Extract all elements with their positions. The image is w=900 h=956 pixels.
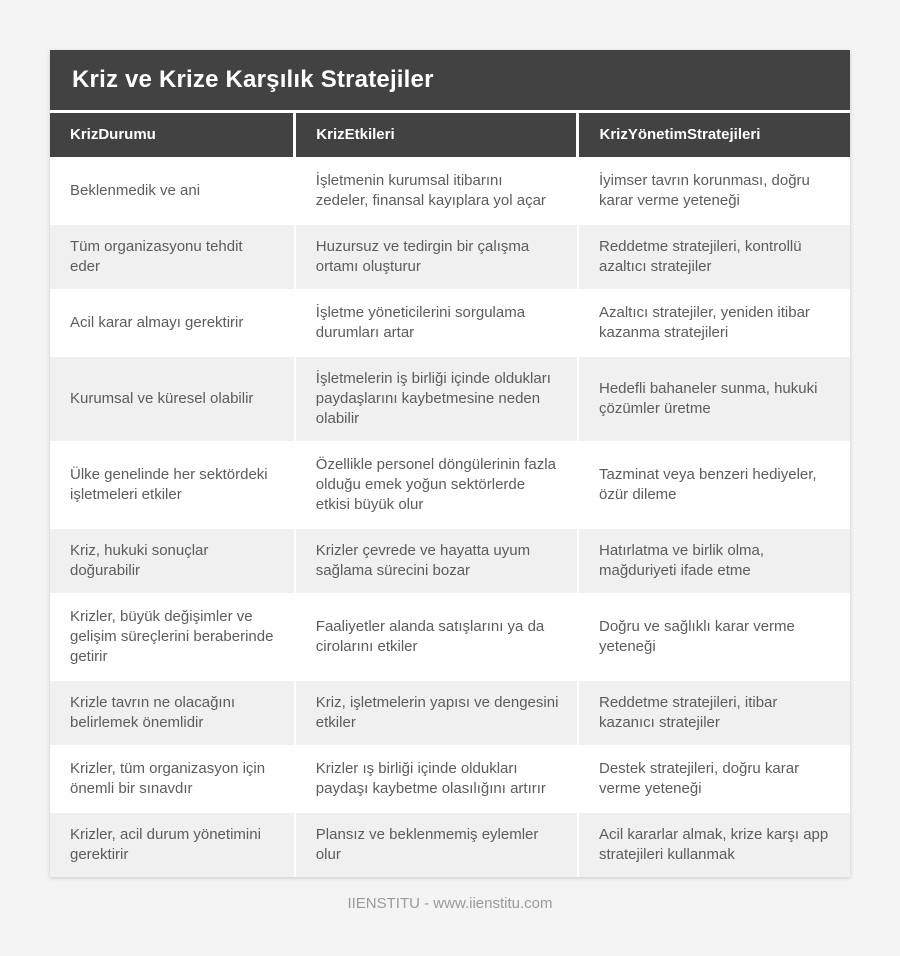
cell-stratejileri: Reddetme stratejileri, kontrollü azaltıc…	[576, 223, 850, 290]
table-body: Beklenmedik ve ani İşletmenin kurumsal i…	[50, 157, 850, 877]
cell-etkileri: Faaliyetler alanda satışlarını ya da cir…	[293, 593, 578, 680]
cell-stratejileri: Hatırlatma ve birlik olma, mağduriyeti i…	[576, 527, 850, 594]
strategy-table: KrizDurumu KrizEtkileri KrizYönetimStrat…	[50, 110, 850, 877]
cell-etkileri: Özellikle personel döngülerinin fazla ol…	[293, 441, 578, 528]
cell-durumu: Krizler, tüm organizasyon için önemli bi…	[50, 745, 295, 812]
page-title: Kriz ve Krize Karşılık Stratejiler	[50, 50, 850, 110]
cell-durumu: Ülke genelinde her sektördeki işletmeler…	[50, 441, 295, 528]
cell-durumu: Kriz, hukuki sonuçlar doğurabilir	[50, 527, 295, 594]
cell-etkileri: Huzursuz ve tedirgin bir çalışma ortamı …	[293, 223, 578, 290]
cell-etkileri: Kriz, işletmelerin yapısı ve dengesini e…	[293, 679, 578, 746]
strategy-table-card: Kriz ve Krize Karşılık Stratejiler KrizD…	[50, 50, 850, 877]
cell-stratejileri: Azaltıcı stratejiler, yeniden itibar kaz…	[576, 289, 850, 356]
cell-durumu: Tüm organizasyonu tehdit eder	[50, 223, 295, 290]
table-row: Acil karar almayı gerektirir İşletme yön…	[50, 289, 850, 356]
column-header-kriz-yonetim-stratejileri: KrizYönetimStratejileri	[576, 110, 850, 158]
cell-etkileri: Krizler ış birliği içinde oldukları payd…	[293, 745, 578, 812]
cell-stratejileri: İyimser tavrın korunması, doğru karar ve…	[576, 157, 850, 224]
cell-stratejileri: Destek stratejileri, doğru karar verme y…	[576, 745, 850, 812]
cell-etkileri: İşletmelerin iş birliği içinde oldukları…	[293, 355, 578, 442]
cell-stratejileri: Hedefli bahaneler sunma, hukuki çözümler…	[576, 355, 850, 442]
cell-stratejileri: Reddetme stratejileri, itibar kazanıcı s…	[576, 679, 850, 746]
table-header: KrizDurumu KrizEtkileri KrizYönetimStrat…	[50, 110, 850, 158]
cell-durumu: Krizler, büyük değişimler ve gelişim sür…	[50, 593, 295, 680]
table-row: Kriz, hukuki sonuçlar doğurabilir Krizle…	[50, 527, 850, 594]
cell-durumu: Beklenmedik ve ani	[50, 157, 295, 224]
table-row: Beklenmedik ve ani İşletmenin kurumsal i…	[50, 157, 850, 224]
cell-durumu: Krizle tavrın ne olacağını belirlemek ön…	[50, 679, 295, 746]
table-row: Tüm organizasyonu tehdit eder Huzursuz v…	[50, 223, 850, 290]
column-header-kriz-durumu: KrizDurumu	[50, 110, 295, 158]
cell-etkileri: İşletme yöneticilerini sorgulama durumla…	[293, 289, 578, 356]
footer-watermark: IIENSTITU - www.iienstitu.com	[347, 895, 553, 912]
table-row: Krizler, tüm organizasyon için önemli bi…	[50, 745, 850, 812]
cell-stratejileri: Doğru ve sağlıklı karar verme yeteneği	[576, 593, 850, 680]
table-row: Kurumsal ve küresel olabilir İşletmeleri…	[50, 355, 850, 442]
table-row: Ülke genelinde her sektördeki işletmeler…	[50, 441, 850, 528]
column-header-kriz-etkileri: KrizEtkileri	[293, 110, 578, 158]
cell-stratejileri: Tazminat veya benzeri hediyeler, özür di…	[576, 441, 850, 528]
cell-durumu: Krizler, acil durum yönetimini gerektiri…	[50, 811, 295, 877]
cell-stratejileri: Acil kararlar almak, krize karşı app str…	[576, 811, 850, 877]
cell-etkileri: İşletmenin kurumsal itibarını zedeler, f…	[293, 157, 578, 224]
cell-etkileri: Plansız ve beklenmemiş eylemler olur	[293, 811, 578, 877]
cell-durumu: Kurumsal ve küresel olabilir	[50, 355, 295, 442]
table-row: Krizle tavrın ne olacağını belirlemek ön…	[50, 679, 850, 746]
cell-etkileri: Krizler çevrede ve hayatta uyum sağlama …	[293, 527, 578, 594]
table-header-row: KrizDurumu KrizEtkileri KrizYönetimStrat…	[50, 110, 850, 158]
table-row: Krizler, büyük değişimler ve gelişim sür…	[50, 593, 850, 680]
cell-durumu: Acil karar almayı gerektirir	[50, 289, 295, 356]
table-row: Krizler, acil durum yönetimini gerektiri…	[50, 811, 850, 877]
